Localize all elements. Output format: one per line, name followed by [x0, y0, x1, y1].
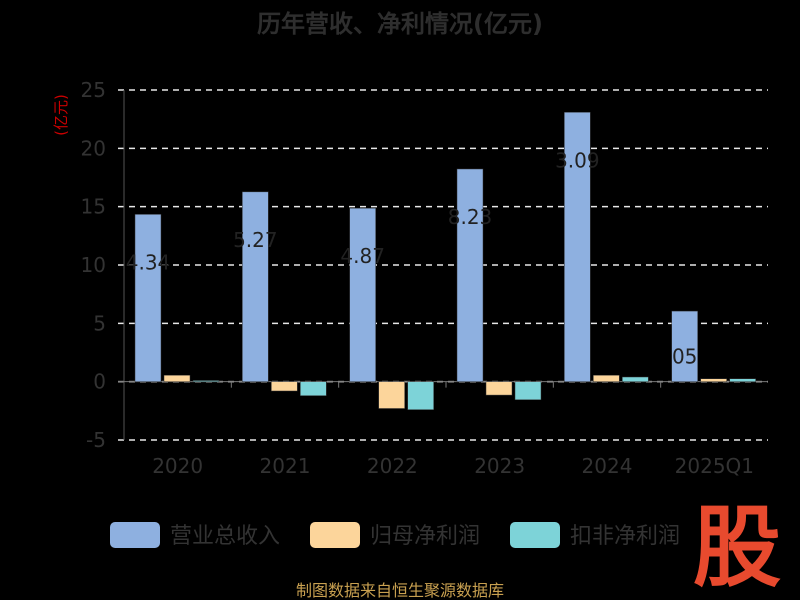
x-tick-label: 2023 — [474, 454, 525, 478]
bar — [593, 375, 620, 382]
legend-swatch — [110, 522, 160, 548]
legend-swatch — [510, 522, 560, 548]
y-tick-label: 0 — [93, 370, 106, 394]
footer-source: 制图数据来自恒生聚源数据库 — [296, 581, 504, 600]
data-label: 4.87 — [340, 244, 385, 268]
data-label: 8.23 — [448, 205, 493, 229]
bar — [349, 207, 376, 382]
y-tick-label: 25 — [81, 78, 106, 102]
x-ticks: 2020 2021 2022 2023 2024 2025Q1 — [152, 381, 754, 478]
data-label: 3.09 — [555, 148, 600, 172]
bar — [700, 378, 727, 382]
bar — [378, 381, 405, 409]
x-tick-label: 2021 — [260, 454, 311, 478]
chart-title: 历年营收、净利情况(亿元) — [257, 10, 543, 38]
bar — [134, 214, 162, 382]
legend-swatch — [310, 522, 360, 548]
bar — [300, 381, 327, 396]
x-tick-label: 2022 — [367, 454, 418, 478]
bars — [134, 112, 756, 410]
data-label: 4.34 — [126, 250, 171, 274]
y-tick-label: 5 — [93, 311, 106, 335]
bar — [729, 378, 756, 382]
bar — [242, 191, 269, 382]
y-ticks: 25 20 15 10 5 0 -5 — [81, 78, 106, 452]
y-tick-label: -5 — [86, 428, 106, 452]
bar — [407, 381, 434, 410]
legend-label: 归母净利润 — [370, 524, 480, 549]
bar — [671, 310, 698, 382]
bar — [622, 376, 649, 382]
y-tick-label: 20 — [81, 136, 106, 160]
y-tick-label: 10 — [81, 253, 106, 277]
data-labels: 4.34 5.27 4.87 8.23 3.09 05 — [126, 148, 698, 368]
legend-label: 扣非净利润 — [570, 524, 680, 549]
bar — [271, 381, 298, 392]
x-tick-label: 2020 — [152, 454, 203, 478]
data-label: 05 — [672, 345, 697, 369]
bar — [192, 380, 220, 382]
x-tick-label: 2025Q1 — [675, 454, 754, 478]
bar — [514, 381, 542, 400]
legend-label: 营业总收入 — [170, 524, 280, 549]
bar — [564, 112, 591, 382]
legend: 营业总收入 归母净利润 扣非净利润 — [110, 522, 680, 549]
x-tick-label: 2024 — [582, 454, 633, 478]
bar — [456, 168, 484, 382]
grid-layer — [118, 89, 768, 441]
watermark-logo: 股 — [693, 496, 781, 599]
bar — [163, 375, 191, 382]
y-axis-label: (亿元) — [52, 94, 70, 136]
y-tick-label: 15 — [81, 195, 106, 219]
bar — [485, 381, 513, 396]
data-label: 5.27 — [233, 228, 278, 252]
